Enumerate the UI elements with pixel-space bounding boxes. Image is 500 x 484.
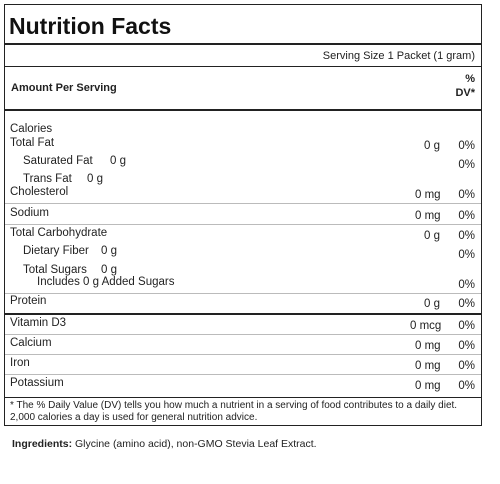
- dv-header-dv: DV*: [455, 87, 475, 99]
- vitamin-dv: 0%: [458, 320, 475, 332]
- vitamin-dv: 0%: [458, 380, 475, 392]
- row-divider: [5, 334, 481, 335]
- nutrient-dv: 0%: [458, 210, 475, 222]
- row-divider: [5, 203, 481, 204]
- nutrient-amount: 0 g: [110, 155, 126, 167]
- nutrient-label: Saturated Fat: [23, 155, 93, 167]
- row-divider: [5, 293, 481, 294]
- ingredients-label: Ingredients:: [12, 438, 73, 450]
- vitamin-dv: 0%: [458, 360, 475, 372]
- row-divider: [5, 374, 481, 375]
- serving-divider: [5, 66, 481, 67]
- nutrient-amount: 0 g: [101, 264, 117, 276]
- nutrient-label: Trans Fat: [23, 173, 72, 185]
- vitamin-amount: 0 mcg: [410, 320, 442, 332]
- nutrient-label: Dietary Fiber: [23, 245, 89, 257]
- dv-header-percent: %: [465, 73, 475, 85]
- vitamin-label: Calcium: [10, 337, 52, 349]
- nutrient-label: Total Sugars: [23, 264, 87, 276]
- footnote: * The % Daily Value (DV) tells you how m…: [10, 400, 458, 423]
- row-divider: [5, 354, 481, 355]
- vitamin-label: Potassium: [10, 377, 64, 389]
- nutrient-label: Total Fat: [10, 137, 55, 149]
- nutrient-amount: 0 g: [101, 245, 117, 257]
- footnote-divider: [5, 397, 481, 398]
- nutrient-amount: 0 mg: [415, 210, 441, 222]
- nutrient-label: Protein: [10, 295, 47, 307]
- vitamin-amount: 0 mg: [415, 380, 441, 392]
- nutrient-dv: 0%: [458, 189, 475, 201]
- nutrient-label: Includes 0 g Added Sugars: [37, 276, 175, 288]
- amount-divider: [5, 109, 481, 111]
- vitamin-amount: 0 mg: [415, 340, 441, 352]
- nutrient-label: Total Carbohydrate: [10, 227, 108, 239]
- title-divider: [5, 43, 481, 45]
- ingredients-text: Glycine (amino acid), non-GMO Stevia Lea…: [72, 438, 317, 450]
- serving-size: Serving Size 1 Packet (1 gram): [322, 50, 475, 62]
- ingredients: Ingredients: Glycine (amino acid), non-G…: [12, 438, 317, 450]
- nutrient-amount: 0 mg: [415, 189, 441, 201]
- panel-title: Nutrition Facts: [9, 13, 172, 39]
- nutrient-amount: 0 g: [424, 298, 440, 310]
- nutrient-dv: 0%: [458, 249, 475, 261]
- nutrient-amount: 0 g: [424, 140, 440, 152]
- nutrient-dv: 0%: [458, 159, 475, 171]
- nutrient-label: Sodium: [10, 207, 49, 219]
- vitamins-divider: [5, 313, 481, 315]
- row-divider: [5, 224, 481, 225]
- vitamin-amount: 0 mg: [415, 360, 441, 372]
- vitamin-label: Iron: [10, 357, 30, 369]
- nutrient-label: Cholesterol: [10, 186, 69, 198]
- nutrient-dv: 0%: [458, 298, 475, 310]
- calories-label: Calories: [10, 123, 53, 135]
- nutrient-amount: 0 g: [424, 230, 440, 242]
- vitamin-dv: 0%: [458, 340, 475, 352]
- vitamin-label: Vitamin D3: [10, 317, 67, 329]
- nutrient-dv: 0%: [458, 140, 475, 152]
- nutrition-facts-panel: Nutrition Facts Serving Size 1 Packet (1…: [4, 4, 482, 426]
- nutrient-amount: 0 g: [87, 173, 103, 185]
- nutrient-dv: 0%: [458, 279, 475, 291]
- amount-per-serving: Amount Per Serving: [11, 82, 117, 94]
- nutrient-dv: 0%: [458, 230, 475, 242]
